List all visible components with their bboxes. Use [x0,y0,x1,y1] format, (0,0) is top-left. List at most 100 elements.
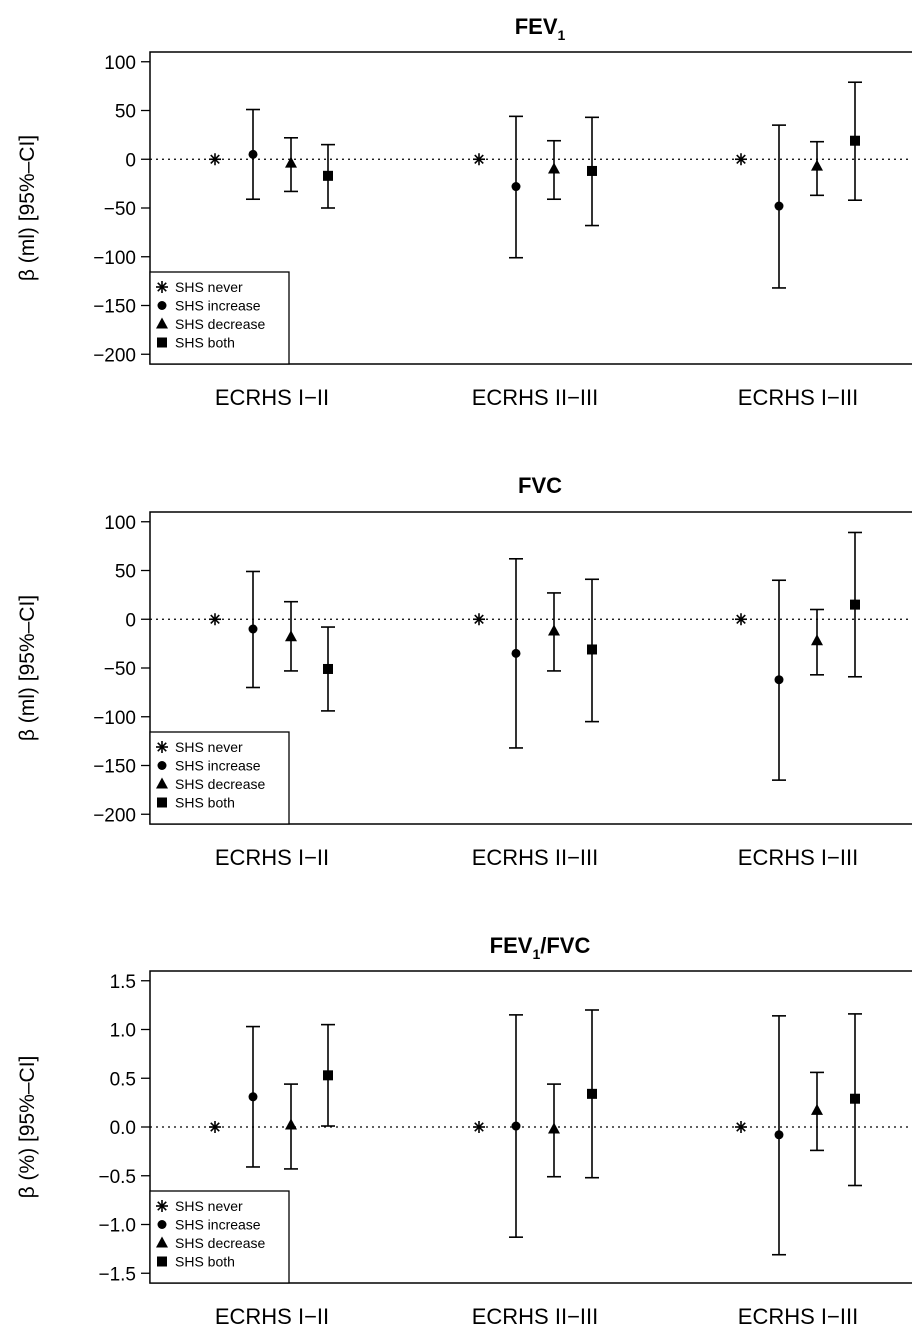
point-decrease [811,159,823,171]
category-label: ECRHS II−III [472,385,599,410]
category-label: ECRHS I−II [215,845,329,870]
point-both [323,1070,333,1081]
point-never [735,613,747,626]
legend-marker-both [157,797,167,808]
legend-marker-both [157,337,167,348]
point-increase [511,648,521,658]
legend-marker-never [156,1200,168,1212]
legend-box [149,1190,290,1284]
category-label: ECRHS I−III [738,385,858,410]
point-decrease [548,1122,560,1134]
legend-marker-increase [157,1220,167,1229]
point-decrease [285,156,297,168]
chart-title-subscript: 1 [532,946,540,962]
point-decrease [285,1118,297,1130]
point-never [473,153,485,166]
legend-label-both: SHS both [175,335,235,351]
legend-label-both: SHS both [175,795,235,811]
legend-marker-increase [157,301,167,310]
point-never [473,1121,485,1133]
point-never [735,153,747,166]
legend-marker-decrease [156,777,168,789]
point-increase [248,1092,258,1102]
y-tick-label: 1.0 [110,1021,136,1042]
point-increase [511,182,521,192]
legend-marker-never [156,281,168,293]
chart-title: FVC [518,473,562,498]
chart-panel-3: FEV1/FVC 1.5 1.0 0.5 0.0 −0.5 −1.0 −1.5 β (%) [9… [16,933,912,1329]
chart-title-main: FEV [515,14,558,39]
chart-title: FEV1 [515,14,566,43]
legend-marker-both [157,1256,167,1267]
legend: SHS never SHS increase SHS decrease SHS bot… [149,271,290,365]
legend: SHS never SHS increase SHS decrease SHS bot… [149,731,290,825]
y-tick-label: 50 [115,102,136,123]
legend-box [149,271,290,365]
point-never [209,1121,221,1133]
y-tick-label: 50 [115,562,136,583]
legend-label-never: SHS never [175,1198,243,1214]
y-tick-label: −100 [93,708,136,729]
point-never [473,613,485,626]
legend-marker-decrease [156,317,168,329]
chart-title-main: FEV [490,933,533,958]
legend-label-increase: SHS increase [175,758,261,774]
legend-box [149,731,290,825]
y-tick-label: 0 [125,610,136,631]
legend-marker-never [156,741,168,753]
y-tick-label: −150 [93,757,136,778]
y-tick-label: −150 [93,297,136,318]
y-tick-label: −200 [93,345,136,366]
point-both [850,1093,860,1104]
chart-panel-2: FVC 100 50 0 −50 −100 −150 −200 β (ml) [95%–CI] E… [16,473,912,870]
point-decrease [285,630,297,642]
category-label: ECRHS I−III [738,845,858,870]
point-both [587,165,597,176]
legend-label-never: SHS never [175,739,243,755]
y-tick-label: 1.5 [110,972,136,993]
point-never [209,613,221,626]
point-decrease [811,634,823,646]
legend-label-decrease: SHS decrease [175,1235,265,1251]
y-tick-label: −200 [93,805,136,826]
category-label: ECRHS II−III [472,845,599,870]
point-increase [774,675,784,685]
y-tick-label: −100 [93,248,136,269]
point-increase [248,149,258,159]
point-decrease [548,624,560,636]
legend-label-increase: SHS increase [175,298,261,314]
y-axis-title: β (ml) [95%–CI] [16,135,39,281]
y-tick-label: 100 [104,513,136,534]
point-increase [774,1130,784,1140]
category-label: ECRHS II−III [472,1304,599,1329]
y-axis-title: β (%) [95%–CI] [16,1056,39,1199]
y-axis-title: β (ml) [95%–CI] [16,595,39,741]
point-never [209,153,221,166]
y-tick-label: −1.0 [98,1216,136,1237]
point-decrease [548,162,560,174]
point-increase [511,1121,521,1131]
y-tick-label: 100 [104,53,136,74]
y-tick-label: 0.5 [110,1069,136,1090]
point-increase [248,624,258,634]
category-label: ECRHS I−II [215,1304,329,1329]
chart-title-suffix: /FVC [540,933,590,958]
chart-title-main: FVC [518,473,562,498]
y-tick-label: 0.0 [110,1118,136,1139]
point-both [850,135,860,146]
chart-panel-1: FEV1 100 50 0 −50 −100 −150 −200 β (ml) [95%–CI]… [16,14,912,410]
legend-label-decrease: SHS decrease [175,316,265,332]
legend-label-both: SHS both [175,1254,235,1270]
y-tick-label: 0 [125,150,136,171]
point-increase [774,201,784,211]
category-label: ECRHS I−III [738,1304,858,1329]
y-tick-label: −1.5 [98,1264,136,1285]
point-both [587,644,597,655]
legend-marker-decrease [156,1236,168,1248]
legend: SHS never SHS increase SHS decrease SHS bot… [149,1190,290,1284]
y-tick-label: −50 [104,659,136,680]
point-both [850,599,860,610]
y-tick-label: −50 [104,199,136,220]
legend-label-increase: SHS increase [175,1217,261,1233]
